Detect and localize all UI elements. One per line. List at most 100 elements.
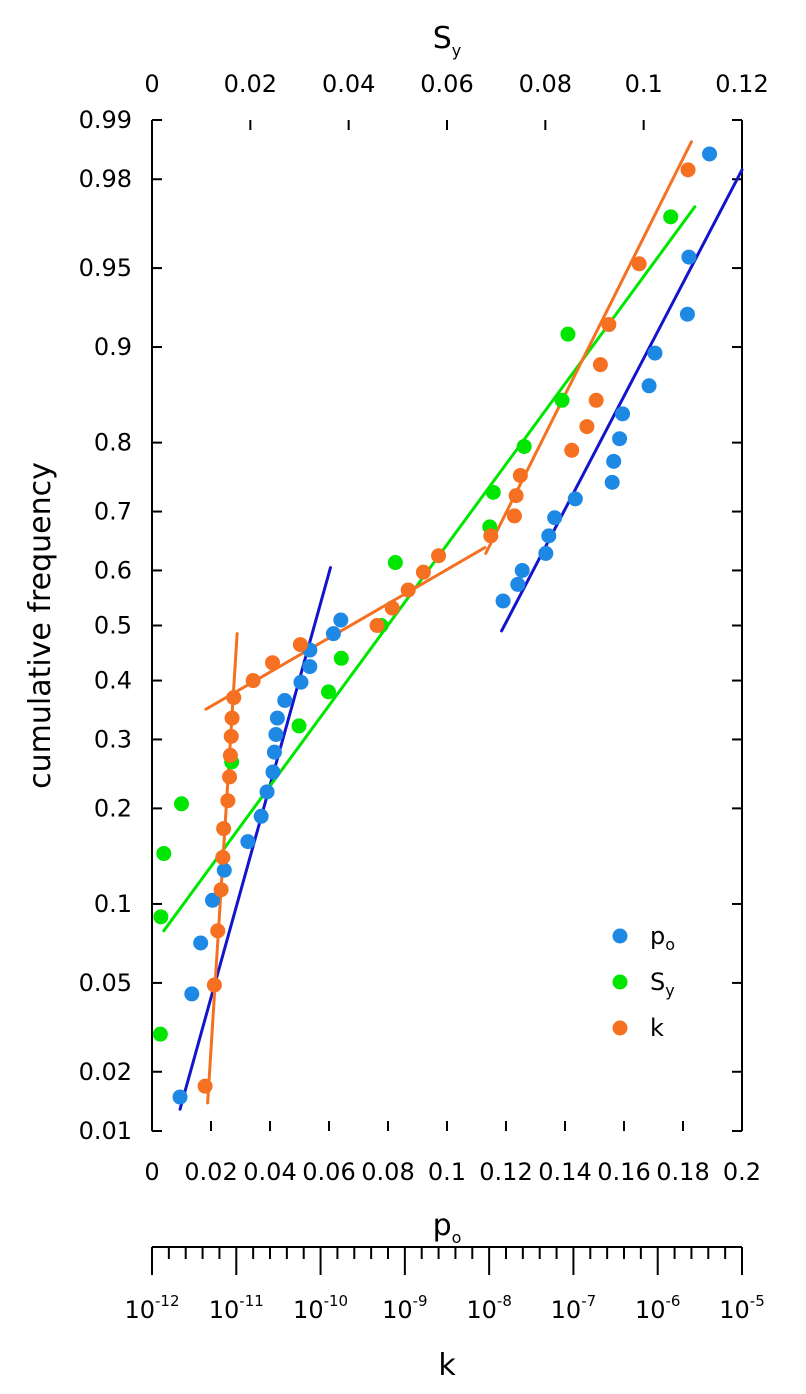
- data-point-po: [325, 626, 341, 642]
- data-point-sy: [156, 846, 172, 862]
- data-point-po: [604, 474, 620, 490]
- data-point-k: [292, 637, 308, 653]
- data-point-po: [679, 306, 695, 322]
- data-point-po: [333, 612, 349, 628]
- data-point-po: [606, 453, 622, 469]
- data-point-k: [213, 882, 229, 898]
- bottom-x-tick-label: 0.14: [538, 1158, 591, 1186]
- data-point-po: [681, 249, 697, 265]
- data-point-po: [172, 1089, 188, 1105]
- top-x-tick-label: 0.06: [420, 70, 473, 98]
- data-point-sy: [333, 650, 349, 666]
- legend-marker: [612, 974, 628, 990]
- data-point-k: [415, 564, 431, 580]
- data-point-po: [293, 674, 309, 690]
- y-tick-label: 0.95: [79, 254, 132, 282]
- data-point-po: [259, 784, 275, 800]
- bottom-x-tick-label: 0.02: [184, 1158, 237, 1186]
- data-point-k: [223, 728, 239, 744]
- fit-line-po-2: [500, 168, 744, 633]
- top-x-tick-label: 0.02: [224, 70, 277, 98]
- data-point-sy: [560, 326, 576, 342]
- y-tick-label: 0.7: [94, 498, 132, 526]
- data-point-k: [512, 468, 528, 484]
- data-point-po: [268, 726, 284, 742]
- y-tick-label: 0.4: [94, 667, 132, 695]
- data-point-k: [508, 488, 524, 504]
- data-point-k: [220, 793, 236, 809]
- data-point-k: [245, 673, 261, 689]
- y-tick-label: 0.8: [94, 429, 132, 457]
- data-point-k: [384, 600, 400, 616]
- data-point-po: [612, 431, 628, 447]
- bottom-x-tick-label: 0.18: [656, 1158, 709, 1186]
- y-tick-label: 0.1: [94, 890, 132, 918]
- data-point-po: [567, 491, 583, 507]
- legend-label: po: [650, 922, 675, 954]
- data-point-sy: [153, 909, 169, 925]
- bottom-x-tick-label: 0.12: [479, 1158, 532, 1186]
- data-point-k: [506, 508, 522, 524]
- legend-marker: [612, 928, 628, 944]
- data-point-k: [601, 317, 617, 333]
- y-tick-label: 0.3: [94, 725, 132, 753]
- data-point-k: [206, 977, 222, 993]
- bottom-axis-title: po: [433, 1208, 462, 1247]
- data-point-k: [210, 923, 226, 939]
- data-point-k: [579, 419, 595, 435]
- data-point-po: [204, 892, 220, 908]
- data-point-sy: [516, 438, 532, 454]
- data-point-po: [647, 345, 663, 361]
- data-point-sy: [321, 684, 337, 700]
- y-tick-label: 0.02: [79, 1058, 132, 1086]
- bottom-x-tick-label: 0.2: [723, 1158, 761, 1186]
- data-point-po: [541, 528, 557, 544]
- top-x-tick-label: 0.1: [625, 70, 663, 98]
- data-point-k: [197, 1078, 213, 1094]
- data-point-po: [266, 744, 282, 760]
- data-point-po: [538, 545, 554, 561]
- y-tick-label: 0.9: [94, 333, 132, 361]
- bottom-x-tick-label: 0.06: [302, 1158, 355, 1186]
- data-point-k: [631, 256, 647, 272]
- data-point-po: [265, 764, 281, 780]
- data-point-po: [514, 562, 530, 578]
- top-x-tick-label: 0.12: [715, 70, 768, 98]
- k-tick-label: 10-9: [382, 1292, 428, 1324]
- data-point-sy: [291, 718, 307, 734]
- k-tick-label: 10-12: [124, 1292, 179, 1324]
- data-point-k: [369, 618, 385, 633]
- fit-line-k-3: [484, 140, 693, 555]
- k-tick-label: 10-5: [719, 1292, 765, 1324]
- data-point-k: [222, 747, 238, 763]
- y-tick-label: 0.99: [79, 106, 132, 134]
- y-tick-label: 0.01: [79, 1117, 132, 1145]
- data-point-k: [431, 548, 447, 564]
- data-point-po: [193, 935, 209, 951]
- data-point-k: [680, 162, 696, 178]
- data-point-po: [510, 576, 526, 592]
- k-tick-label: 10-7: [551, 1292, 597, 1324]
- k-tick-label: 10-6: [635, 1292, 681, 1324]
- data-point-sy: [663, 209, 679, 225]
- data-point-k: [222, 769, 238, 785]
- data-point-po: [184, 986, 200, 1002]
- k-tick-label: 10-11: [209, 1292, 264, 1324]
- data-point-po: [641, 378, 657, 394]
- data-point-po: [702, 146, 718, 162]
- bottom-x-tick-label: 0.08: [361, 1158, 414, 1186]
- data-point-k: [216, 821, 232, 837]
- y-tick-label: 0.5: [94, 612, 132, 640]
- data-point-po: [615, 406, 631, 422]
- data-point-po: [302, 659, 318, 675]
- bottom-x-tick-label: 0.16: [597, 1158, 650, 1186]
- data-point-k: [215, 849, 231, 865]
- bottom-x-tick-label: 0.1: [428, 1158, 466, 1186]
- bottom-x-tick-label: 0.04: [243, 1158, 296, 1186]
- data-point-po: [216, 862, 232, 878]
- data-point-sy: [174, 796, 189, 812]
- y-tick-label: 0.6: [94, 556, 132, 584]
- bottom-x-tick-label: 0: [144, 1158, 159, 1186]
- data-point-k: [265, 655, 281, 671]
